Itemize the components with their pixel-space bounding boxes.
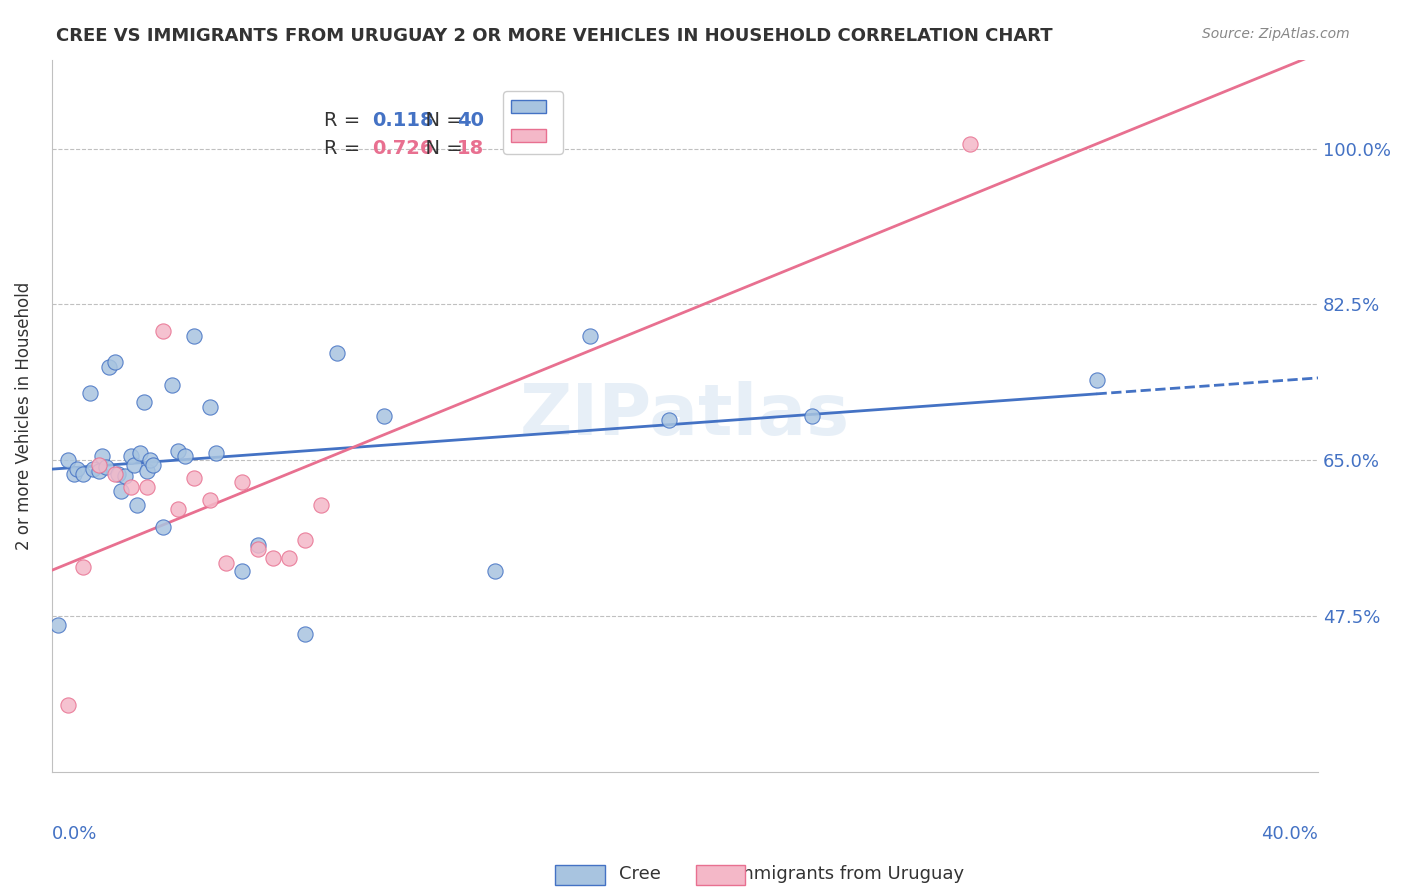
Point (142, 458, 165, 472)
Legend: , : , (503, 91, 564, 154)
Point (114, 469, 136, 483)
Point (325, 346, 347, 360)
Point (94, 460, 117, 475)
Point (294, 533, 316, 548)
Point (135, 480, 157, 494)
Point (72, 467, 94, 481)
Text: ZIPatlas: ZIPatlas (520, 381, 851, 450)
Point (152, 520, 174, 534)
Point (215, 556, 238, 570)
Point (91, 449, 114, 463)
Point (56, 453, 79, 467)
Point (79, 386, 101, 401)
Point (66, 462, 89, 476)
Point (173, 449, 195, 463)
Point (97, 359, 120, 374)
Point (262, 551, 284, 566)
Text: Cree: Cree (619, 864, 661, 882)
Text: 0.0%: 0.0% (52, 825, 97, 843)
Text: 40: 40 (457, 111, 484, 129)
Text: 0.118: 0.118 (373, 111, 434, 129)
Text: 18: 18 (457, 139, 484, 158)
Point (373, 409, 395, 423)
Point (246, 542, 269, 557)
Point (205, 446, 228, 460)
Text: N =: N = (413, 111, 468, 129)
Point (72, 560, 94, 574)
Point (1085, 373, 1108, 387)
Y-axis label: 2 or more Vehicles in Household: 2 or more Vehicles in Household (15, 282, 32, 549)
Point (107, 467, 129, 481)
Point (120, 480, 142, 494)
Point (183, 328, 205, 343)
Text: 40.0%: 40.0% (1261, 825, 1319, 843)
Point (309, 498, 332, 512)
Point (120, 449, 142, 463)
Point (183, 471, 205, 485)
Point (56, 698, 79, 712)
Text: Immigrants from Uruguay: Immigrants from Uruguay (731, 864, 965, 882)
Point (127, 498, 149, 512)
Text: N =: N = (413, 139, 468, 158)
Point (89, 458, 111, 472)
Point (278, 551, 301, 566)
Point (959, 137, 981, 152)
Text: 0.726: 0.726 (373, 139, 433, 158)
Point (135, 464, 157, 478)
Point (198, 493, 221, 508)
Point (160, 377, 183, 392)
Text: R =: R = (323, 111, 373, 129)
Point (132, 395, 155, 409)
Point (110, 484, 132, 499)
Point (89, 464, 111, 478)
Point (104, 355, 127, 369)
Point (800, 409, 823, 423)
Text: Source: ZipAtlas.com: Source: ZipAtlas.com (1202, 27, 1350, 41)
Point (82, 462, 104, 476)
Point (122, 458, 145, 472)
Text: R =: R = (323, 139, 373, 158)
Point (579, 328, 602, 343)
Point (63, 467, 86, 481)
Point (152, 324, 174, 338)
Point (104, 467, 127, 481)
Text: CREE VS IMMIGRANTS FROM URUGUAY 2 OR MORE VEHICLES IN HOUSEHOLD CORRELATION CHAR: CREE VS IMMIGRANTS FROM URUGUAY 2 OR MOR… (56, 27, 1053, 45)
Point (139, 453, 162, 467)
Point (167, 444, 190, 458)
Point (129, 446, 152, 460)
Point (294, 627, 316, 641)
Point (246, 538, 269, 552)
Point (167, 502, 190, 516)
Point (658, 413, 681, 427)
Point (46, 618, 69, 632)
Point (484, 565, 506, 579)
Point (231, 565, 253, 579)
Point (231, 475, 253, 490)
Point (198, 400, 221, 414)
